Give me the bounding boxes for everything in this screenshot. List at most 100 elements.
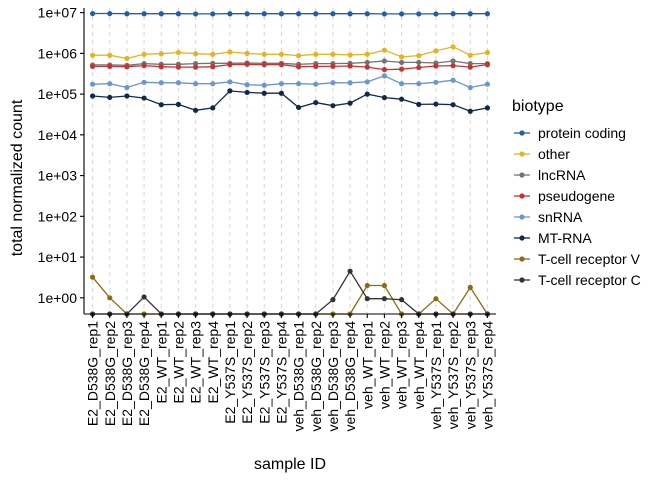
data-point-other — [347, 52, 353, 58]
data-point-pseudogene — [175, 64, 182, 70]
x-tick-label: veh_WT_rep4 — [411, 321, 427, 409]
legend-item-lncrna: lncRNA — [514, 167, 586, 183]
data-point-pseudogene — [347, 63, 353, 69]
data-point-lncrna — [381, 58, 388, 64]
series-line-mt-rna — [92, 90, 488, 112]
x-tick-label: veh_WT_rep2 — [376, 321, 392, 409]
data-point-protein-coding — [381, 11, 388, 17]
data-point-other — [450, 44, 456, 50]
data-point-pseudogene — [313, 63, 319, 69]
data-point-other — [192, 51, 199, 57]
series-line-lncrna — [92, 60, 488, 66]
y-tick-label: 1e+06 — [38, 45, 78, 61]
data-point-protein-coding — [330, 11, 336, 17]
data-point-protein-coding — [210, 11, 216, 17]
legend-label: pseudogene — [538, 188, 615, 204]
legend-label: snRNA — [538, 209, 583, 225]
data-point-mt-rna — [398, 96, 405, 102]
data-point-snrna — [158, 80, 164, 86]
legend-item-t-cell-receptor-v: T-cell receptor V — [514, 251, 641, 267]
data-point-protein-coding — [295, 11, 302, 17]
data-point-protein-coding — [450, 11, 456, 17]
data-point-mt-rna — [124, 93, 130, 99]
data-point-mt-rna — [347, 100, 353, 106]
x-tick-label: veh_D538G_rep1 — [291, 321, 307, 432]
x-tick-label: E2_WT_rep1 — [153, 321, 169, 404]
x-tick-label: veh_WT_rep3 — [394, 321, 410, 409]
x-tick-label: E2_D538G_rep2 — [102, 321, 118, 426]
data-point-other — [398, 54, 405, 60]
data-point-other — [364, 51, 370, 57]
data-point-other — [244, 50, 250, 56]
x-tick-label: E2_WT_rep3 — [188, 321, 204, 404]
x-tick-label: veh_D538G_rep4 — [342, 321, 358, 432]
data-point-snrna — [89, 81, 96, 87]
legend-label: T-cell receptor V — [538, 251, 641, 267]
x-tick-label: E2_WT_rep2 — [170, 321, 186, 404]
data-point-pseudogene — [364, 64, 370, 70]
x-axis-title: sample ID — [254, 456, 326, 473]
data-point-t-cell-receptor-c — [364, 296, 370, 302]
data-point-pseudogene — [141, 63, 147, 69]
legend-item-pseudogene: pseudogene — [514, 188, 615, 204]
data-point-mt-rna — [484, 105, 491, 111]
y-axis-title: total normalized count — [9, 99, 26, 256]
data-point-pseudogene — [124, 64, 130, 70]
data-point-pseudogene — [261, 62, 267, 68]
data-point-mt-rna — [141, 95, 147, 101]
data-point-protein-coding — [107, 10, 113, 17]
data-point-mt-rna — [107, 94, 113, 101]
data-point-protein-coding — [227, 11, 233, 17]
x-axis-ticks: E2_D538G_rep1 E2_D538G_rep2 E2_D538G_rep3 E… — [85, 314, 495, 432]
data-point-protein-coding — [364, 11, 370, 17]
data-point-mt-rna — [261, 90, 267, 96]
data-point-mt-rna — [192, 107, 199, 113]
y-tick-label: 1e+04 — [38, 127, 78, 143]
legend-key-point — [519, 256, 525, 262]
legend-key-point — [519, 193, 525, 199]
data-point-pseudogene — [192, 64, 199, 70]
data-point-protein-coding — [244, 11, 250, 17]
data-point-pseudogene — [416, 64, 422, 71]
legend-item-t-cell-receptor-c: T-cell receptor C — [514, 272, 641, 288]
data-point-mt-rna — [244, 89, 250, 96]
data-point-t-cell-receptor-v — [107, 295, 113, 301]
data-point-lncrna — [364, 59, 370, 66]
legend-title: biotype — [512, 98, 564, 115]
data-point-snrna — [141, 79, 147, 85]
data-point-protein-coding — [141, 11, 147, 17]
legend-item-protein-coding: protein coding — [514, 125, 626, 141]
data-point-mt-rna — [450, 102, 456, 108]
data-point-other — [416, 53, 422, 59]
data-point-snrna — [398, 81, 405, 87]
data-point-t-cell-receptor-v — [381, 282, 388, 289]
data-point-other — [210, 51, 216, 57]
legend-items: protein coding other lncRNA pseudogene snRNA… — [514, 125, 641, 288]
data-point-t-cell-receptor-v — [89, 274, 96, 280]
legend-key-point — [519, 151, 525, 157]
data-point-mt-rna — [330, 103, 336, 109]
x-tick-label: veh_D538G_rep3 — [325, 321, 341, 432]
data-point-pseudogene — [158, 64, 164, 70]
data-point-pseudogene — [484, 62, 491, 68]
x-tick-label: veh_WT_rep1 — [359, 321, 375, 409]
data-point-t-cell-receptor-c — [141, 294, 147, 300]
data-point-protein-coding — [158, 11, 164, 17]
data-point-other — [381, 47, 388, 53]
data-point-pseudogene — [278, 62, 285, 68]
data-point-protein-coding — [416, 11, 422, 17]
data-point-snrna — [433, 79, 439, 85]
data-point-mt-rna — [227, 88, 233, 94]
legend-key-point — [519, 214, 525, 220]
data-point-pseudogene — [433, 63, 439, 69]
data-point-other — [175, 49, 182, 56]
data-point-t-cell-receptor-c — [381, 296, 388, 302]
y-tick-label: 1e+05 — [38, 86, 78, 102]
x-tick-label: E2_Y537S_rep3 — [256, 321, 272, 424]
data-point-snrna — [244, 82, 250, 88]
x-tick-label: veh_Y537S_rep3 — [462, 321, 478, 429]
legend-key-point — [519, 277, 525, 283]
data-point-mt-rna — [364, 91, 370, 97]
data-point-other — [107, 52, 113, 58]
